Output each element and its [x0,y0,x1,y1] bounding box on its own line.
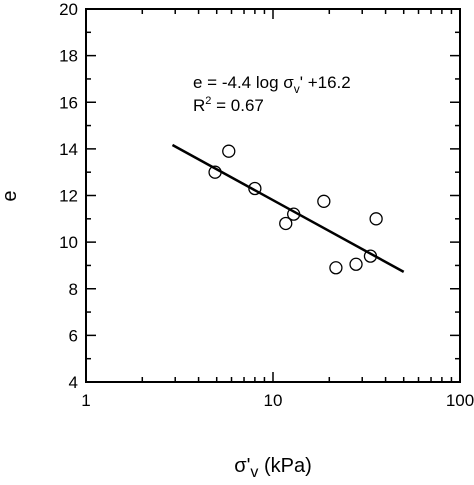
data-points [208,144,383,275]
data-point [317,194,331,208]
y-tick-label: 12 [59,187,78,206]
y-tick-label: 8 [69,280,78,299]
r-squared: R2 = 0.67 [193,95,264,115]
data-point [329,261,343,275]
y-tick-label: 16 [59,93,78,112]
data-point [248,181,262,196]
y-tick-label: 18 [59,47,78,66]
data-point [279,216,293,231]
x-tick-label: 1 [81,391,90,410]
fit-equation: e = -4.4 log σv' +16.2 [193,73,351,96]
y-axis-label: e [0,190,21,201]
x-tick-label: 100 [446,391,474,410]
y-tick-label: 6 [69,326,78,345]
tick-labels: 4 6 8 10 12 14 16 18 20 1 10 100 [59,0,474,410]
data-point [349,257,363,271]
data-point [369,212,383,226]
plot-frame [85,8,461,383]
y-tick-label: 14 [59,140,78,159]
x-tick-label: 10 [264,391,283,410]
y-tick-label: 4 [69,373,78,392]
x-axis-label: σ'v (kPa) [234,455,312,481]
y-tick-label: 10 [59,233,78,252]
y-tick-label: 20 [59,0,78,19]
axis-ticks [85,8,461,383]
fit-line [171,143,405,273]
data-point [222,144,236,158]
